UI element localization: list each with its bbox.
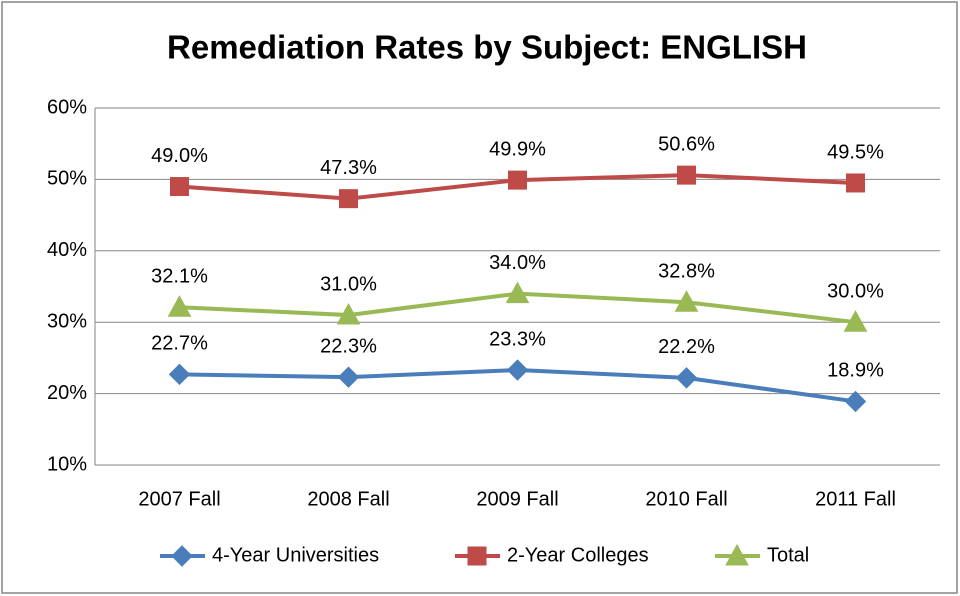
y-tick-label: 50% <box>47 168 87 190</box>
marker <box>677 165 696 185</box>
data-label: 49.9% <box>489 138 546 160</box>
legend-label: 4-Year Universities <box>212 544 379 566</box>
marker <box>339 189 358 209</box>
marker <box>844 390 867 413</box>
x-tick-label: 2009 Fall <box>476 488 558 510</box>
data-label: 49.5% <box>827 141 884 163</box>
marker <box>846 173 865 193</box>
data-label: 34.0% <box>489 252 546 274</box>
data-label: 18.9% <box>827 360 884 382</box>
y-tick-label: 10% <box>47 453 87 475</box>
marker <box>167 295 192 317</box>
x-tick-label: 2011 Fall <box>815 488 896 510</box>
chart-title: Remediation Rates by Subject: ENGLISH <box>167 29 807 66</box>
marker <box>508 170 527 190</box>
marker <box>505 281 530 304</box>
marker <box>170 177 189 197</box>
marker <box>506 359 529 381</box>
data-label: 22.7% <box>151 333 208 355</box>
legend-label: 2-Year Colleges <box>507 544 649 566</box>
data-label: 32.1% <box>151 265 208 287</box>
marker <box>467 546 487 566</box>
data-label: 30.0% <box>827 280 884 302</box>
data-label: 23.3% <box>489 328 546 350</box>
data-label: 47.3% <box>320 157 377 179</box>
marker <box>337 366 360 388</box>
data-label: 50.6% <box>658 133 715 155</box>
x-tick-label: 2007 Fall <box>138 488 220 510</box>
data-label: 49.0% <box>151 145 208 167</box>
marker <box>725 543 749 566</box>
marker <box>168 363 191 386</box>
y-tick-label: 60% <box>47 96 87 118</box>
marker <box>674 290 699 312</box>
y-tick-label: 20% <box>47 382 87 404</box>
y-tick-label: 30% <box>47 310 87 332</box>
marker <box>843 310 868 332</box>
x-tick-label: 2008 Fall <box>307 488 389 510</box>
y-tick-label: 40% <box>47 239 87 261</box>
data-label: 22.3% <box>320 335 377 357</box>
data-label: 32.8% <box>658 260 715 282</box>
x-tick-label: 2010 Fall <box>645 488 727 510</box>
marker <box>171 545 193 567</box>
legend-label: Total <box>767 544 809 566</box>
marker <box>675 367 698 389</box>
data-label: 31.0% <box>320 273 377 295</box>
marker <box>336 303 361 325</box>
data-label: 22.2% <box>658 336 715 358</box>
